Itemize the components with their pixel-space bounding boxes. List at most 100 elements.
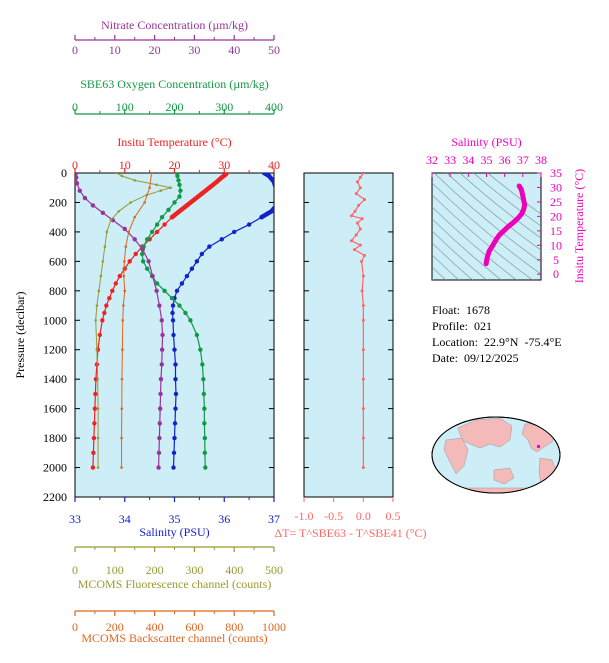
delta-t-point — [357, 203, 361, 207]
nitrate-point — [159, 362, 164, 367]
fluorescence-tick-label: 300 — [185, 563, 203, 577]
oxygen-point — [202, 406, 207, 411]
oxygen-point — [169, 295, 175, 301]
backscatter-point — [120, 407, 124, 410]
ts-salinity-tick-label: 33 — [444, 153, 456, 167]
nitrate-point — [157, 421, 162, 426]
nitrate-point — [140, 247, 145, 252]
pressure-tick-label: 2000 — [43, 461, 67, 475]
salinity-point — [219, 237, 224, 242]
ts-salinity-tick-label: 37 — [517, 153, 529, 167]
temperature-point — [162, 222, 167, 227]
ts-point — [506, 224, 511, 229]
backscatter-point — [121, 318, 125, 322]
salinity-axis-label: Salinity (PSU) — [139, 525, 209, 539]
backscatter-point — [123, 260, 126, 263]
profile-number: Profile: 021 — [432, 319, 492, 333]
temperature-point — [102, 310, 107, 316]
temperature-point — [154, 229, 160, 235]
ts-salinity-tick-label: 35 — [481, 153, 493, 167]
ts-point — [521, 206, 526, 212]
delta-t-point — [360, 289, 364, 293]
ts-point — [517, 183, 522, 189]
nitrate-point — [156, 450, 162, 456]
oxygen-point — [166, 207, 171, 213]
ts-point — [520, 193, 526, 199]
ts-salinity-tick-label: 34 — [462, 153, 474, 167]
backscatter-point — [121, 348, 124, 352]
oxygen-tick-label: 300 — [215, 100, 233, 114]
ts-salinity-tick-label: 36 — [499, 153, 511, 167]
ts-temperature-tick-label: 10 — [550, 238, 562, 252]
salinity-point — [179, 281, 185, 286]
ts-salinity-axis-label: Salinity (PSU) — [451, 135, 521, 149]
oxygen-point — [177, 194, 182, 199]
delta-t-point — [363, 198, 367, 202]
temperature-tick-label: 30 — [218, 158, 230, 172]
backscatter-tick-label: 800 — [225, 620, 243, 634]
pressure-tick-label: 0 — [61, 166, 67, 180]
backscatter-point — [133, 215, 136, 219]
salinity-point — [173, 376, 178, 382]
salinity-point — [171, 450, 177, 456]
temperature-point — [92, 406, 98, 411]
salinity-point — [194, 259, 200, 264]
salinity-tick-label: 36 — [218, 512, 230, 526]
backscatter-tick-label: 1000 — [262, 620, 286, 634]
ts-temperature-tick-label: 0 — [553, 267, 559, 281]
ts-point — [497, 232, 502, 238]
salinity-point — [170, 303, 176, 308]
backscatter-line — [121, 173, 153, 468]
temperature-surface-band — [169, 173, 229, 220]
oxygen-point — [198, 347, 203, 352]
temperature-point — [100, 318, 105, 323]
fluorescence-point — [96, 466, 100, 469]
temperature-axis-label: Insitu Temperature (°C) — [117, 135, 231, 149]
nitrate-point — [132, 237, 137, 242]
delta-t-tick-label: 0.0 — [356, 509, 371, 523]
location: Location: 22.9°N -75.4°E — [432, 335, 562, 349]
fluorescence-point — [109, 218, 113, 222]
ts-temperature-tick-label: 25 — [550, 195, 562, 209]
salinity-surface-band — [259, 173, 274, 220]
backscatter-point — [123, 289, 127, 293]
temperature-point — [90, 465, 96, 470]
temperature-point — [133, 251, 138, 257]
delta-t-tick-label: 0.5 — [386, 509, 401, 523]
delta-t-point — [361, 318, 365, 322]
fluorescence-point — [115, 173, 119, 175]
salinity-point — [274, 188, 278, 192]
fluorescence-point — [95, 348, 99, 352]
delta-t-tick-label: -0.5 — [324, 509, 343, 523]
delta-t-point — [363, 253, 367, 257]
delta-t-point — [361, 436, 365, 440]
fluorescence-point — [101, 260, 105, 263]
salinity-point — [232, 229, 237, 235]
salinity-point — [199, 251, 205, 257]
backscatter-tick-label: 200 — [106, 620, 124, 634]
ts-point — [519, 211, 525, 216]
nitrate-point — [157, 406, 163, 411]
ts-temperature-tick-label: 20 — [550, 209, 562, 223]
series-layer — [75, 173, 528, 470]
ts-point — [490, 243, 496, 248]
delta-t-point — [353, 209, 357, 213]
oxygen-point — [203, 465, 208, 470]
delta-t-point — [361, 466, 365, 470]
temperature-tick-label: 20 — [169, 158, 181, 172]
delta-t-point — [354, 233, 358, 237]
nitrate-tick-label: 0 — [72, 43, 78, 57]
delta-t-point — [354, 192, 358, 196]
salinity-point — [246, 222, 252, 227]
backscatter-tick-label: 0 — [72, 620, 78, 634]
ts-temperature-tick-label: 5 — [553, 253, 559, 267]
oxygen-point — [202, 450, 208, 456]
map-land-eurasia — [457, 417, 513, 449]
oxygen-point — [159, 214, 165, 220]
oxygen-tick-label: 400 — [265, 100, 283, 114]
backscatter-point — [148, 186, 151, 190]
oxygen-point — [144, 237, 150, 242]
fluorescence-point — [96, 407, 100, 410]
ts-point — [487, 248, 492, 254]
